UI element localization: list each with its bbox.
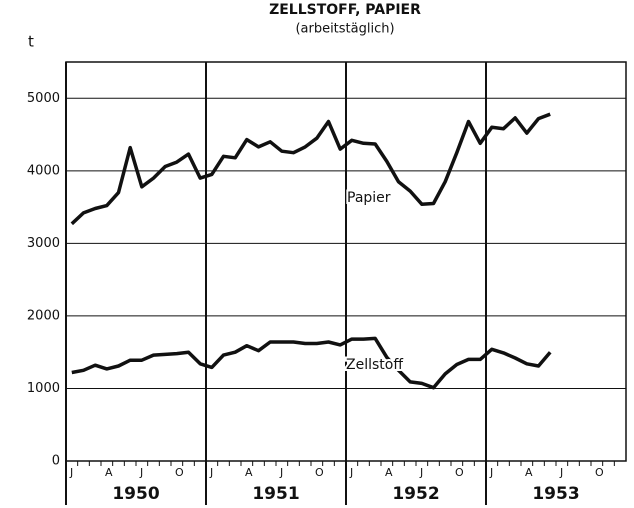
y-tick-label: 5000 xyxy=(27,91,60,106)
x-tick-label: A xyxy=(105,466,113,479)
year-label: 1951 xyxy=(252,484,299,504)
data-line xyxy=(70,112,551,226)
y-tick-label: 4000 xyxy=(27,163,60,178)
x-tick-label: J xyxy=(559,466,563,479)
x-tick-label: O xyxy=(455,466,464,479)
chart-subtitle: (arbeitstäglich) xyxy=(295,22,394,37)
y-tick-label: 0 xyxy=(52,454,60,469)
x-tick-label: J xyxy=(279,466,283,479)
series-label: Papier xyxy=(347,190,391,206)
year-label: 1950 xyxy=(112,484,159,504)
y-tick-label: 2000 xyxy=(27,308,60,323)
data-line xyxy=(71,336,552,390)
x-tick-label: A xyxy=(245,466,253,479)
y-tick-label: 3000 xyxy=(27,236,60,251)
y-axis-label: t xyxy=(28,33,34,51)
year-label: 1953 xyxy=(532,484,579,504)
x-tick-label: A xyxy=(525,466,533,479)
x-tick-label: J xyxy=(489,466,493,479)
chart-title: ZELLSTOFF, PAPIER xyxy=(269,2,421,18)
x-tick-label: J xyxy=(69,466,73,479)
x-tick-label: J xyxy=(139,466,143,479)
series-label: Zellstoff xyxy=(346,357,403,373)
x-tick-label: J xyxy=(209,466,213,479)
x-tick-label: O xyxy=(315,466,324,479)
year-label: 1952 xyxy=(392,484,439,504)
x-tick-label: A xyxy=(385,466,393,479)
x-tick-label: J xyxy=(419,466,423,479)
y-tick-label: 1000 xyxy=(27,381,60,396)
x-tick-label: O xyxy=(175,466,184,479)
x-tick-label: O xyxy=(595,466,604,479)
x-tick-label: J xyxy=(349,466,353,479)
